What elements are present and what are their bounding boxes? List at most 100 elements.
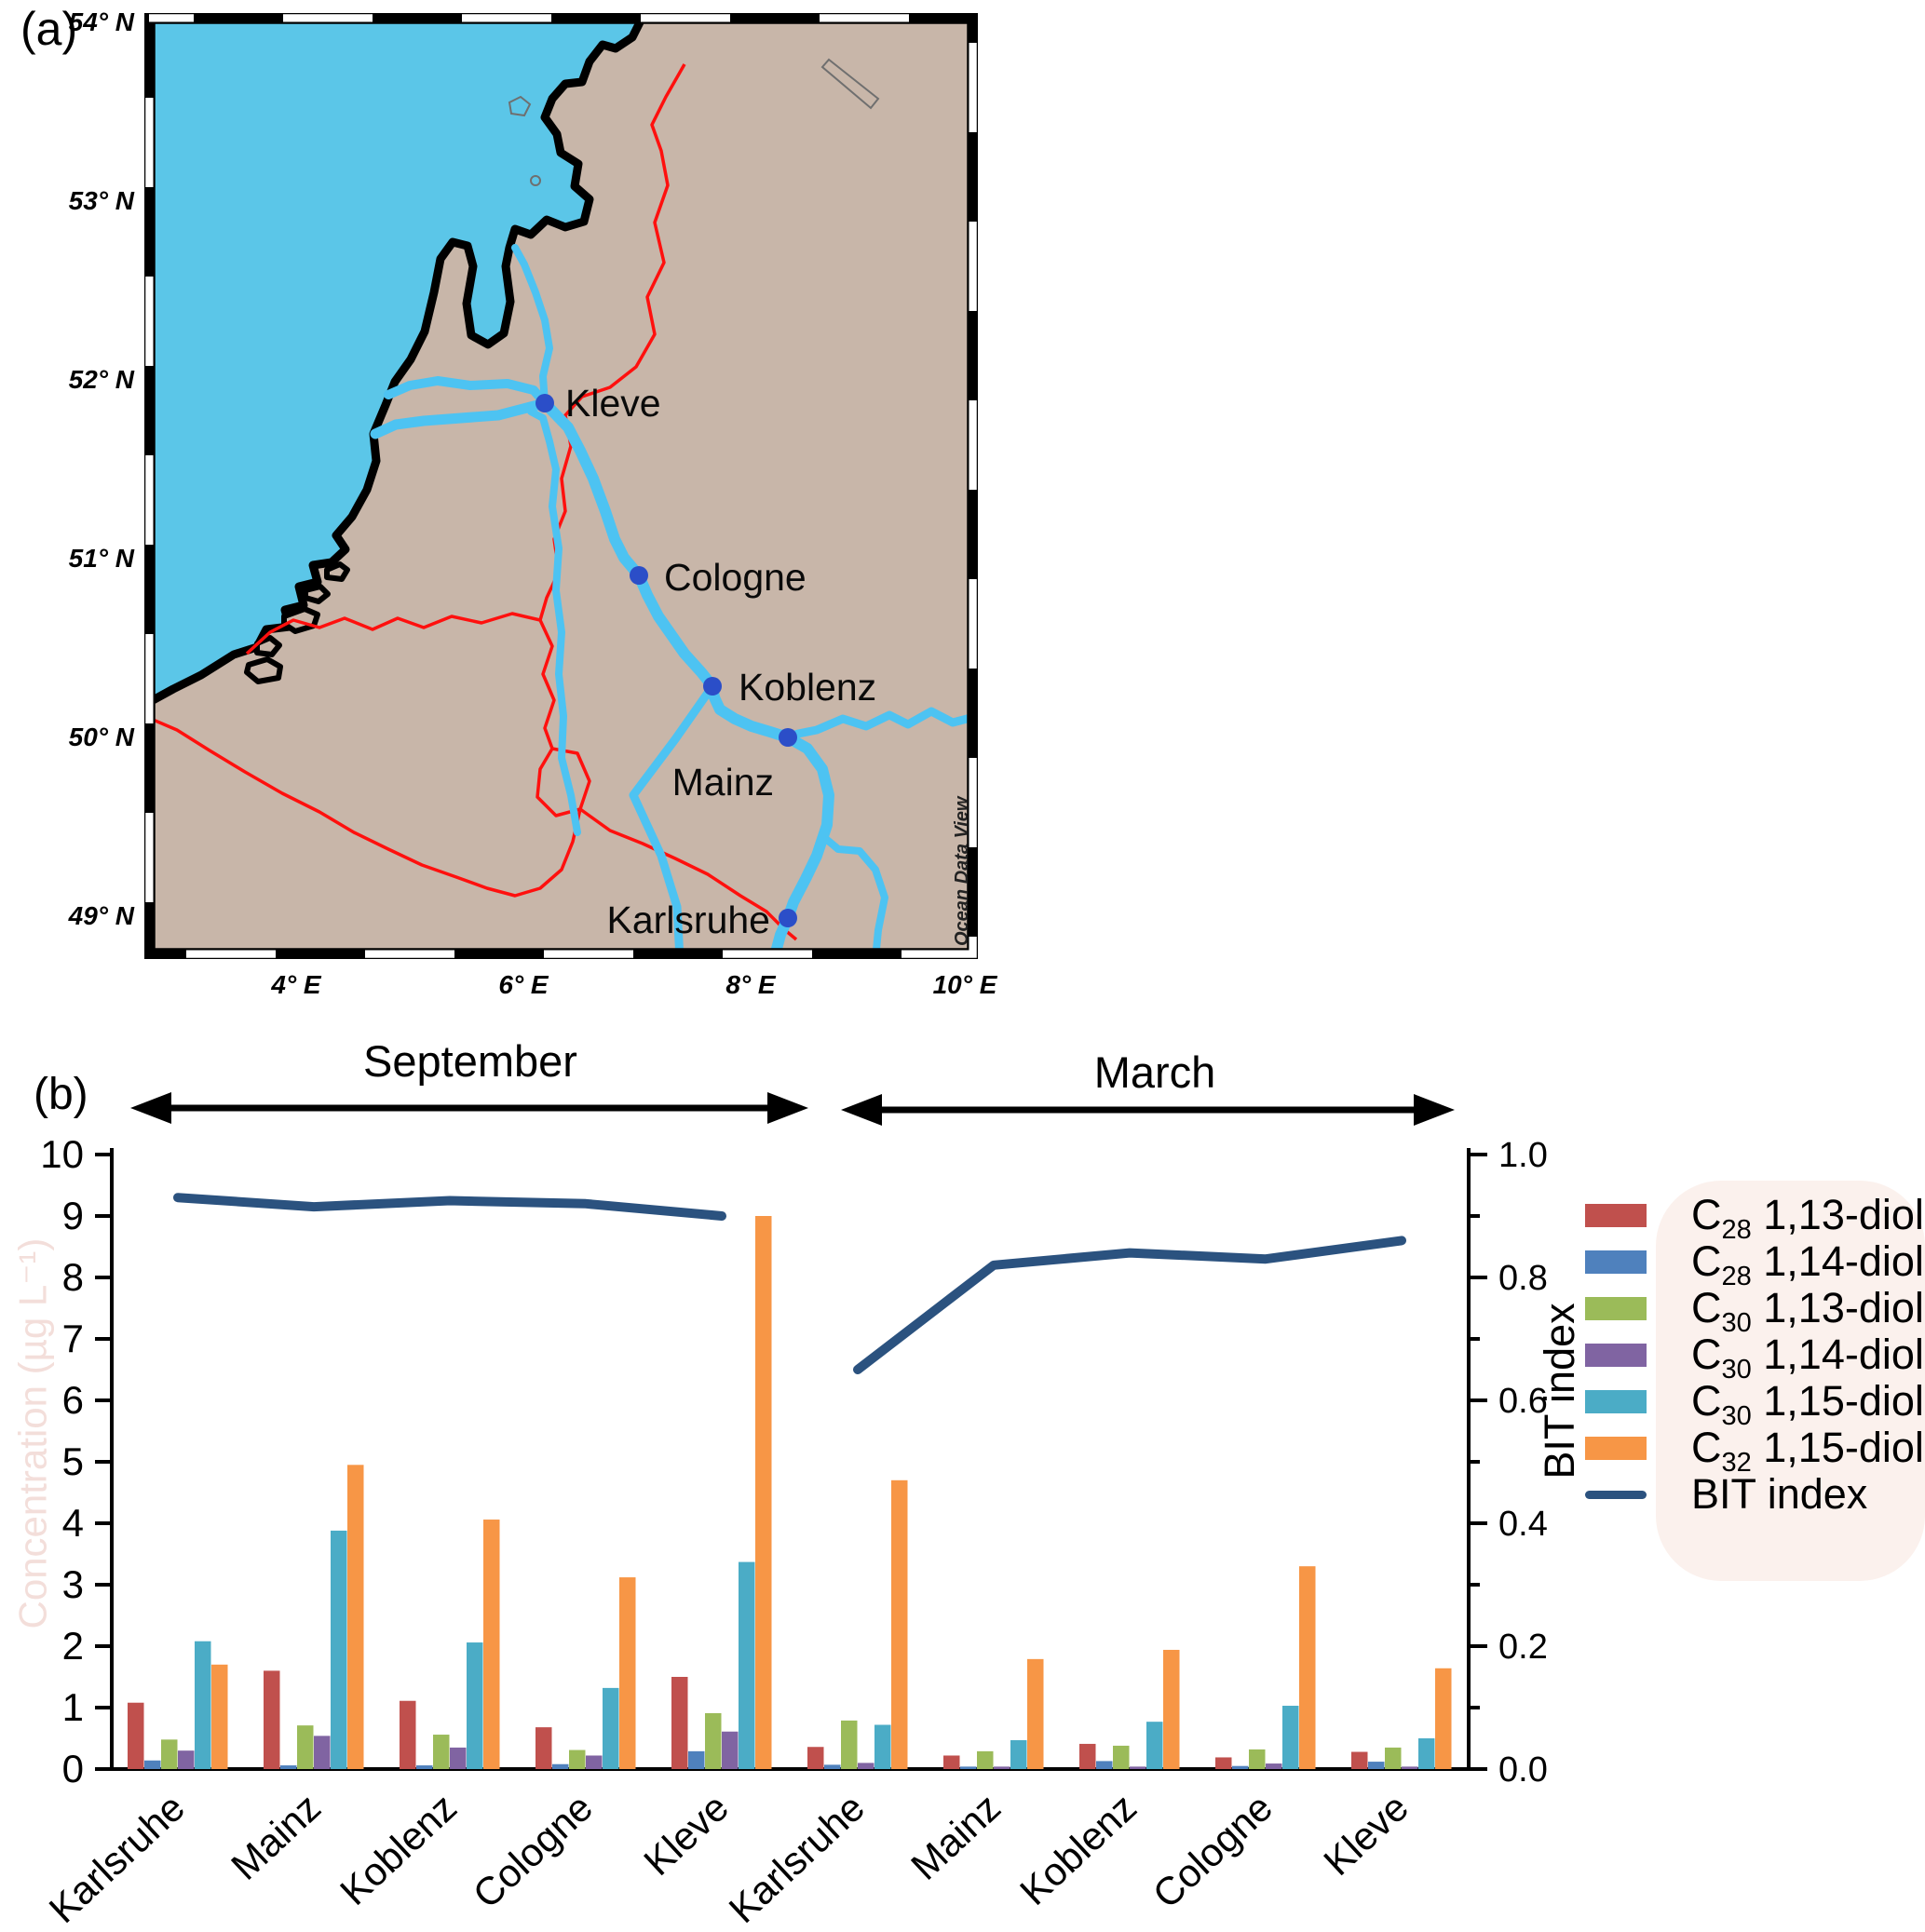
legend-color-swatch (1585, 1343, 1647, 1367)
x-label-september-kleve: Kleve (635, 1785, 737, 1884)
left-tick-label-10: 10 (40, 1132, 84, 1176)
bar-march-koblenz-c28-1-13-diol (1079, 1743, 1096, 1769)
city-label-koblenz: Koblenz (739, 666, 876, 709)
bar-september-cologne-c30-1-14-diol (586, 1755, 603, 1769)
march-season-label: March (1093, 1047, 1216, 1097)
legend-label: C28 1,13-diol (1691, 1191, 1924, 1245)
legend-label: BIT index (1691, 1470, 1868, 1518)
legend-label: C32 1,15-diol (1691, 1424, 1924, 1478)
bar-march-mainz-c30-1-15-diol (1010, 1739, 1027, 1769)
river-rhine (539, 398, 834, 959)
legend-background (1656, 1181, 1925, 1581)
river-lek (384, 376, 549, 408)
legend-item-c28-1-13-diol: C28 1,13-diol (1585, 1191, 1924, 1245)
left-tick-label-0: 0 (62, 1747, 84, 1790)
lat-label-52N: 52° N (68, 365, 134, 394)
left-tick-label-8: 8 (62, 1255, 84, 1299)
panel-a-label: (a) (20, 3, 78, 55)
lat-label-49N: 49° N (68, 901, 134, 930)
bar-september-mainz-c30-1-13-diol (297, 1725, 314, 1769)
march-arrow-left-head (841, 1094, 882, 1126)
bar-march-koblenz-c30-1-14-diol (1130, 1766, 1146, 1769)
map-frame (144, 13, 978, 959)
river-neckar (823, 836, 888, 959)
x-label-march-cologne: Cologne (1145, 1785, 1281, 1916)
bar-september-kleve-c30-1-15-diol (739, 1561, 755, 1769)
islet-outlines (508, 58, 880, 186)
x-label-march-kleve: Kleve (1315, 1785, 1417, 1884)
right-tick-label-0.6: 0.6 (1498, 1382, 1548, 1421)
bar-march-cologne-c30-1-13-diol (1249, 1749, 1266, 1769)
bar-september-karlsruhe-c30-1-15-diol (195, 1641, 211, 1769)
bar-march-koblenz-c28-1-14-diol (1096, 1761, 1113, 1769)
x-label-march-karlsruhe: Karlsruhe (721, 1785, 874, 1931)
city-dot-karlsruhe (779, 909, 797, 927)
map-panel: Kleve Cologne Koblenz Mainz Karlsruhe Ocean … (144, 13, 978, 959)
x-label-march-mainz: Mainz (902, 1785, 1009, 1888)
bar-march-cologne-c28-1-14-diol (1232, 1765, 1249, 1769)
legend-color-swatch (1585, 1250, 1647, 1274)
september-arrow-right-head (767, 1092, 808, 1124)
x-label-september-koblenz: Koblenz (332, 1785, 465, 1913)
bar-september-koblenz-c28-1-14-diol (416, 1765, 433, 1769)
city-dot-kleve (535, 394, 554, 412)
legend-item-c30-1-14-diol: C30 1,14-diol (1585, 1331, 1924, 1384)
bar-march-kleve-c30-1-14-diol (1402, 1766, 1418, 1769)
bar-september-mainz-c28-1-14-diol (280, 1765, 297, 1769)
map-attribution: Ocean Data View (952, 795, 972, 946)
legend-item-bit-index: BIT index (1585, 1470, 1868, 1518)
bar-march-karlsruhe-c30-1-14-diol (858, 1763, 874, 1769)
bar-september-kleve-c28-1-13-diol (671, 1677, 688, 1769)
bar-march-karlsruhe-c30-1-13-diol (841, 1720, 858, 1769)
country-borders (144, 63, 798, 941)
bar-september-karlsruhe-c30-1-13-diol (161, 1739, 178, 1769)
bar-september-cologne-c28-1-14-diol (552, 1763, 569, 1769)
bar-march-mainz-c28-1-14-diol (960, 1766, 977, 1769)
x-label-september-mainz: Mainz (223, 1785, 329, 1888)
bar-march-kleve-c30-1-15-diol (1418, 1738, 1435, 1769)
bar-march-mainz-c28-1-13-diol (943, 1755, 960, 1769)
bit-index-line-september (173, 1193, 726, 1221)
bar-september-kleve-c32-1-15-diol (755, 1216, 772, 1769)
panel-b-label: (b) (34, 1070, 88, 1119)
bar-september-karlsruhe-c28-1-14-diol (144, 1760, 161, 1769)
city-label-karlsruhe: Karlsruhe (607, 898, 770, 941)
september-season-label: September (363, 1036, 577, 1086)
bar-september-kleve-c28-1-14-diol (688, 1750, 705, 1769)
bar-march-cologne-c30-1-15-diol (1282, 1706, 1299, 1769)
bar-march-koblenz-c30-1-15-diol (1146, 1722, 1163, 1769)
border-fr-de (578, 807, 798, 941)
bar-march-koblenz-c32-1-15-diol (1163, 1649, 1180, 1769)
bar-march-cologne-c28-1-13-diol (1215, 1757, 1232, 1769)
lat-label-54N: 54° N (68, 7, 134, 36)
right-tick-label-0.4: 0.4 (1498, 1505, 1548, 1544)
left-tick-label-6: 6 (62, 1378, 84, 1422)
bar-march-mainz-c32-1-15-diol (1027, 1658, 1044, 1769)
lon-label-8E: 8° E (725, 970, 776, 999)
bar-september-koblenz-c30-1-13-diol (433, 1735, 450, 1769)
left-tick-label-2: 2 (62, 1624, 84, 1668)
lat-label-51N: 51° N (68, 544, 134, 573)
x-label-september-cologne: Cologne (465, 1785, 601, 1916)
legend-label: C28 1,14-diol (1691, 1237, 1924, 1291)
bar-march-kleve-c28-1-14-diol (1368, 1762, 1385, 1769)
bar-september-karlsruhe-c30-1-14-diol (178, 1750, 195, 1769)
bit-index-line-march (853, 1236, 1406, 1374)
lat-label-53N: 53° N (68, 186, 134, 215)
bar-september-karlsruhe-c32-1-15-diol (211, 1664, 228, 1769)
bar-september-koblenz-c30-1-15-diol (467, 1642, 483, 1769)
bar-september-koblenz-c30-1-14-diol (450, 1747, 467, 1769)
legend-color-swatch (1585, 1389, 1647, 1413)
bar-march-cologne-c32-1-15-diol (1299, 1566, 1316, 1769)
river-mosel (629, 682, 717, 959)
bar-september-mainz-c32-1-15-diol (347, 1465, 364, 1769)
legend-color-swatch (1585, 1436, 1647, 1460)
bar-march-karlsruhe-c28-1-14-diol (824, 1764, 841, 1769)
lat-label-50N: 50° N (68, 723, 134, 751)
river-maas (527, 408, 581, 836)
city-dot-cologne (630, 566, 648, 585)
left-tick-label-4: 4 (62, 1501, 84, 1545)
bar-march-kleve-c32-1-15-diol (1435, 1668, 1452, 1769)
bar-september-mainz-c30-1-14-diol (314, 1736, 331, 1769)
